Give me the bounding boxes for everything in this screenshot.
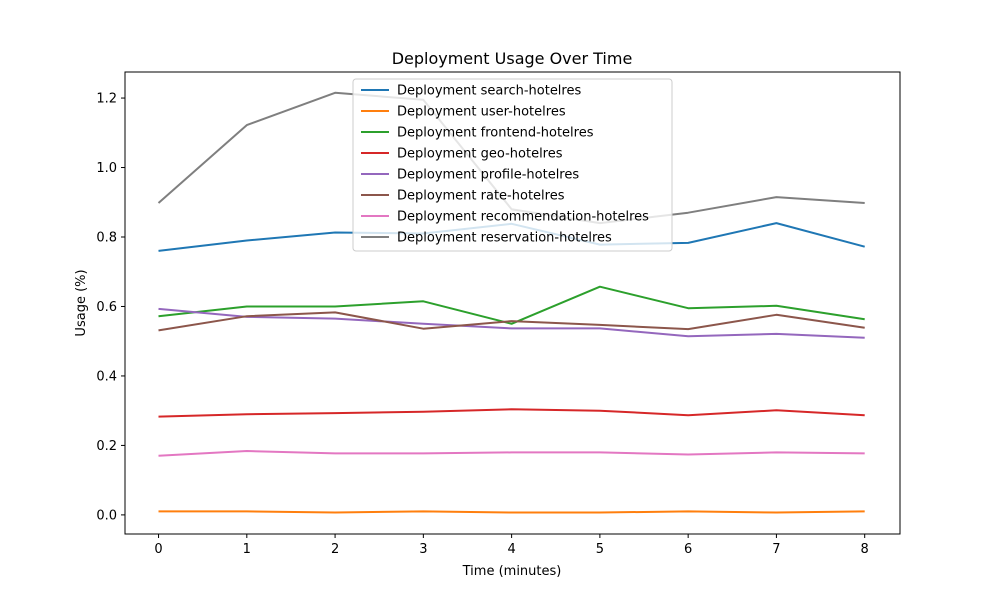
- legend-entry: Deployment geo-hotelres: [397, 147, 563, 162]
- y-tick-label: 1.0: [96, 161, 117, 176]
- x-tick-label: 5: [596, 542, 604, 557]
- x-tick-label: 0: [154, 542, 162, 557]
- x-tick-label: 1: [243, 542, 251, 557]
- y-axis: 0.0 0.2 0.4 0.6 0.8 1.0 1.2: [96, 92, 125, 523]
- x-tick-label: 8: [861, 542, 869, 557]
- legend-entry: Deployment frontend-hotelres: [397, 126, 594, 141]
- plot-area: [157, 91, 865, 514]
- y-tick-label: 1.2: [96, 92, 117, 107]
- legend-entry: Deployment rate-hotelres: [397, 189, 565, 204]
- legend: Deployment search-hotelres Deployment use…: [352, 78, 673, 252]
- y-tick-label: 0.6: [96, 300, 117, 315]
- legend-entry: Deployment reservation-hotelres: [397, 231, 612, 246]
- x-axis: 0 1 2 3 4 5 6 7 8: [154, 534, 869, 557]
- y-tick-label: 0.0: [96, 508, 117, 523]
- x-tick-label: 2: [331, 542, 339, 557]
- y-tick-label: 0.4: [96, 369, 117, 384]
- legend-entry: Deployment profile-hotelres: [397, 168, 579, 183]
- legend-entry: Deployment recommendation-hotelres: [397, 210, 649, 225]
- series-line-1: [158, 510, 865, 514]
- legend-box: [352, 78, 673, 252]
- series-line-5: [158, 311, 865, 332]
- chart-title: Deployment Usage Over Time: [392, 49, 633, 68]
- x-tick-label: 4: [507, 542, 515, 557]
- y-tick-label: 0.2: [96, 439, 117, 454]
- x-tick-label: 7: [772, 542, 780, 557]
- series-line-2: [158, 285, 865, 325]
- plot-frame: [124, 71, 901, 535]
- legend-entry: Deployment user-hotelres: [397, 105, 566, 120]
- legend-entry: Deployment search-hotelres: [397, 84, 581, 99]
- y-axis-label: Usage (%): [74, 269, 89, 336]
- x-tick-label: 6: [684, 542, 692, 557]
- x-axis-label: Time (minutes): [462, 564, 562, 579]
- series-line-4: [158, 307, 865, 339]
- series-line-3: [158, 408, 865, 418]
- series-line-6: [158, 450, 865, 457]
- x-tick-label: 3: [419, 542, 427, 557]
- y-tick-label: 0.8: [96, 231, 117, 246]
